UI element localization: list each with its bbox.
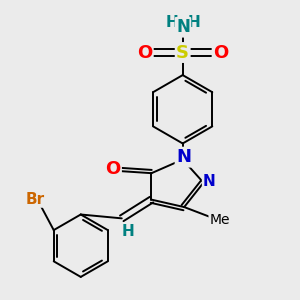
Text: O: O [213, 44, 228, 62]
Text: S: S [176, 44, 189, 62]
Text: N: N [203, 174, 216, 189]
Text: N: N [176, 148, 191, 166]
Text: O: O [105, 160, 121, 178]
Text: N: N [176, 18, 190, 36]
Text: H: H [188, 15, 200, 30]
Text: H: H [121, 224, 134, 239]
Text: Br: Br [26, 191, 44, 206]
Text: Me: Me [210, 213, 230, 227]
Text: O: O [137, 44, 152, 62]
Text: H: H [166, 15, 179, 30]
